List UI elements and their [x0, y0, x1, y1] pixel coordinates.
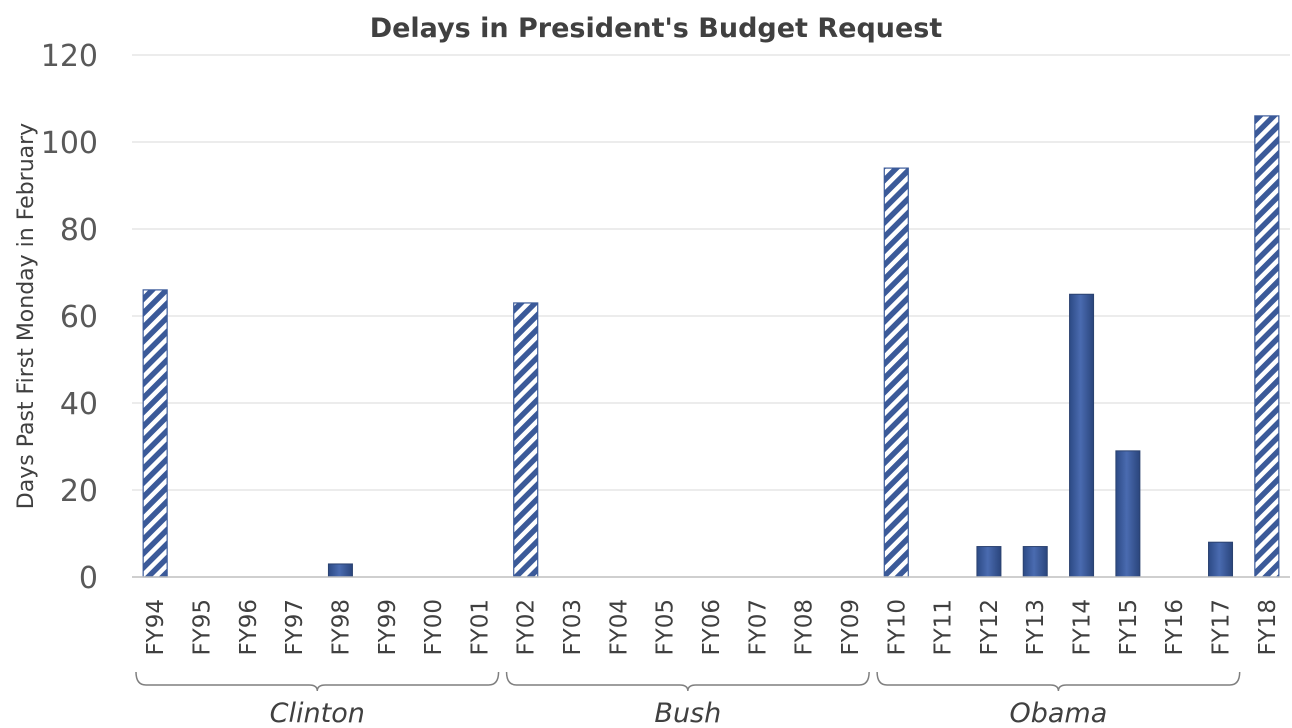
bar-fy98: [327, 563, 353, 578]
x-tick-label: FY14: [1070, 599, 1096, 656]
x-tick-label: FY97: [282, 599, 308, 656]
x-tick-label: FY06: [699, 599, 725, 656]
y-axis-ticks: 0 20 40 60 80 100 120: [41, 39, 98, 596]
y-tick-label: 20: [60, 474, 98, 509]
x-tick-label: FY09: [838, 599, 864, 656]
x-tick-label: FY94: [143, 599, 169, 656]
x-tick-label: FY07: [745, 599, 771, 656]
group-label-obama: Obama: [1010, 698, 1108, 728]
group-brace: [505, 671, 870, 692]
x-tick-label: FY98: [328, 599, 354, 656]
group-labels: Clinton Bush Obama: [135, 671, 1241, 728]
x-tick-label: FY10: [884, 599, 910, 656]
x-tick-label: FY96: [236, 599, 262, 656]
group-label-bush: Bush: [654, 698, 721, 728]
bar-fy02: [513, 302, 539, 578]
bar-fy13: [1022, 546, 1048, 578]
gridlines: [132, 54, 1290, 491]
x-tick-label: FY04: [606, 599, 632, 656]
y-tick-label: 0: [79, 561, 98, 596]
bar-fy15: [1115, 450, 1141, 578]
x-tick-label: FY16: [1162, 599, 1188, 656]
x-axis-ticks: FY94 FY95 FY96 FY97 FY98 FY99 FY00 FY01 FY02 FY03…: [143, 599, 1281, 656]
bar-fy14: [1069, 293, 1095, 578]
x-tick-label: FY00: [421, 599, 447, 656]
bar-fy17: [1208, 541, 1234, 578]
x-tick-label: FY05: [653, 599, 679, 656]
x-tick-label: FY15: [1116, 599, 1142, 656]
x-tick-label: FY13: [1023, 599, 1049, 656]
group-label-clinton: Clinton: [270, 698, 365, 728]
y-tick-label: 80: [60, 213, 98, 248]
x-tick-label: FY17: [1209, 599, 1235, 656]
x-tick-label: FY95: [189, 599, 215, 656]
group-brace: [135, 671, 500, 692]
bars: [142, 115, 1280, 578]
x-tick-label: FY03: [560, 599, 586, 656]
x-tick-label: FY11: [931, 599, 957, 656]
y-tick-label: 120: [41, 39, 98, 74]
x-tick-label: FY01: [467, 599, 493, 656]
x-tick-label: FY02: [514, 599, 540, 656]
group-brace: [876, 671, 1241, 692]
x-tick-label: FY99: [375, 599, 401, 656]
y-axis-label: Days Past First Monday in February: [14, 123, 39, 509]
y-tick-label: 40: [60, 387, 98, 422]
x-tick-label: FY12: [977, 599, 1003, 656]
bar-fy10: [883, 167, 909, 578]
bar-fy12: [976, 546, 1002, 578]
x-tick-label: FY18: [1255, 599, 1281, 656]
y-tick-label: 100: [41, 126, 98, 161]
y-tick-label: 60: [60, 300, 98, 335]
bar-fy94: [142, 289, 168, 578]
x-tick-label: FY08: [792, 599, 818, 656]
bar-fy18: [1254, 115, 1280, 578]
chart-title: Delays in President's Budget Request: [370, 13, 943, 44]
